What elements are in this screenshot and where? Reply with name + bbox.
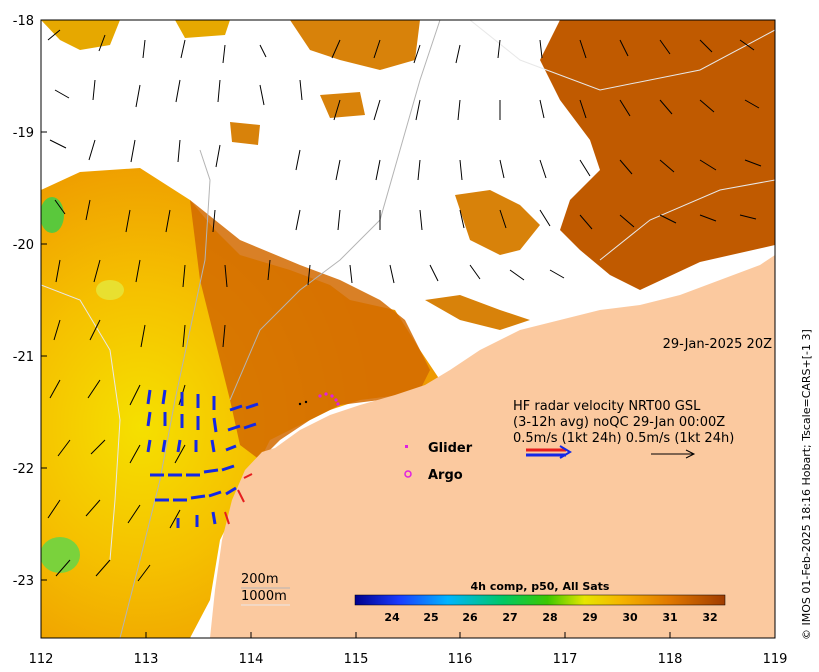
warm-yellow-patch <box>96 280 124 300</box>
hf-radar-vectors <box>146 389 259 528</box>
y-tick-label: -22 <box>13 462 34 477</box>
y-tick-label: -20 <box>13 238 34 253</box>
sst-field-coastal <box>190 200 430 460</box>
colorbar-tick: 27 <box>502 611 517 624</box>
plot-frame <box>40 19 776 639</box>
colorbar-tick: 28 <box>542 611 557 624</box>
contour-200m <box>119 20 441 638</box>
y-tick-label: -19 <box>13 126 34 141</box>
hf-radar-line1: HF radar velocity NRT00 GSL <box>513 399 701 414</box>
argo-legend-label: Argo <box>428 468 463 483</box>
colorbar-tick: 24 <box>384 611 400 624</box>
x-tick-label: 112 <box>29 652 54 667</box>
scale-arrow-model <box>651 449 696 459</box>
scale-arrow-radar <box>526 445 572 459</box>
colorbar-tick: 32 <box>702 611 717 624</box>
colorbar-tick: 31 <box>662 611 677 624</box>
cool-patch-sw <box>41 537 80 573</box>
glider-legend-label: Glider <box>428 441 473 456</box>
current-arrows <box>47 29 762 582</box>
glider-track <box>298 392 340 406</box>
hf-radar-line2: (3-12h avg) noQC 29-Jan 00:00Z <box>513 415 725 430</box>
colorbar-tick: 29 <box>582 611 597 624</box>
cool-patch-nw <box>41 197 64 233</box>
colorbar-tick: 30 <box>622 611 638 624</box>
y-tick-label: -18 <box>13 14 34 29</box>
colorbar-tick: 26 <box>462 611 478 624</box>
land-australia <box>210 255 775 638</box>
x-tick-label: 118 <box>658 652 683 667</box>
contour-1000m <box>41 20 775 561</box>
x-tick-label: 114 <box>239 652 264 667</box>
x-tick-label: 113 <box>134 652 159 667</box>
x-tick-label: 117 <box>553 652 578 667</box>
y-ticks <box>41 19 47 581</box>
sst-field-northeast <box>540 20 775 290</box>
x-tick-label: 115 <box>344 652 369 667</box>
y-tick-label: -21 <box>13 350 34 365</box>
contour-label-200m: 200m <box>241 572 278 587</box>
argo-legend-marker <box>404 470 412 478</box>
credit-label: © IMOS 01-Feb-2025 18:16 Hobart; Tscale=… <box>800 329 813 640</box>
x-tick-label: 116 <box>448 652 473 667</box>
hf-radar-line3: 0.5m/s (1kt 24h) 0.5m/s (1kt 24h) <box>513 431 734 446</box>
y-tick-label: -23 <box>13 574 34 589</box>
colorbar <box>354 594 726 606</box>
colorbar-ticks: 24 25 26 27 28 29 30 31 32 <box>384 611 717 624</box>
contour-label-1000m: 1000m <box>241 589 287 604</box>
colorbar-tick: 25 <box>423 611 438 624</box>
timestamp-label: 29-Jan-2025 20Z <box>663 337 772 352</box>
sst-field-top-left <box>41 20 230 50</box>
x-tick-label: 119 <box>763 652 788 667</box>
hf-radar-vectors-red <box>224 473 253 525</box>
glider-legend-marker <box>405 445 408 448</box>
x-ticks <box>40 632 776 638</box>
colorbar-title: 4h comp, p50, All Sats <box>471 580 610 593</box>
